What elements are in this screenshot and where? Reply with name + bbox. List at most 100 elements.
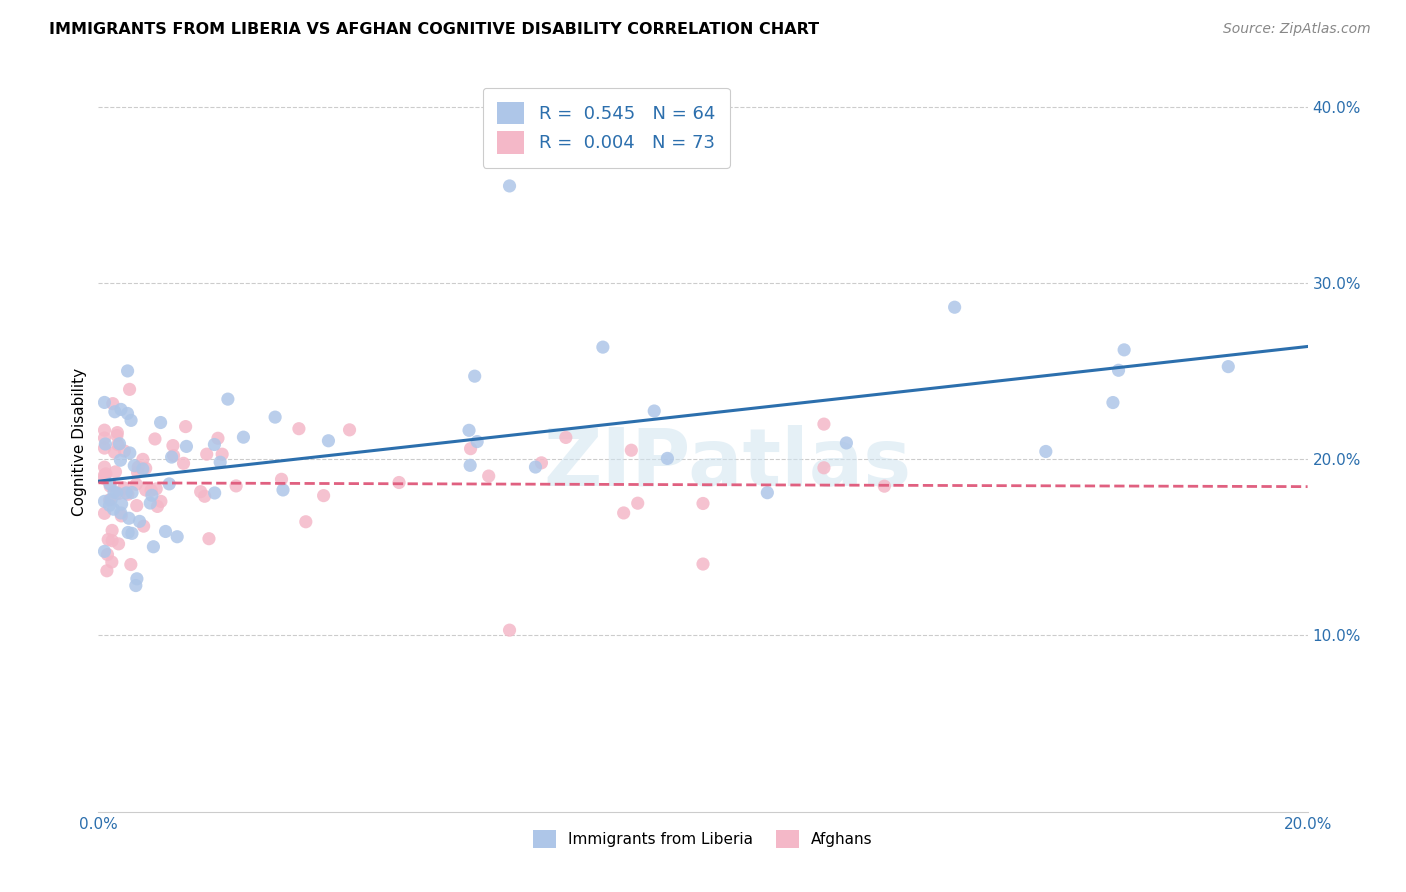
Point <box>110 402 132 417</box>
Point <box>813 460 835 475</box>
Point <box>613 506 636 520</box>
Point <box>173 456 195 470</box>
Point <box>162 439 184 453</box>
Point <box>458 458 481 473</box>
Point <box>460 442 482 456</box>
Point <box>96 564 118 578</box>
Point <box>195 447 218 461</box>
Point <box>104 405 127 419</box>
Point <box>120 413 142 427</box>
Point <box>93 544 115 558</box>
Point <box>117 487 139 501</box>
Point <box>271 483 294 497</box>
Point <box>465 434 488 449</box>
Point <box>104 465 127 479</box>
Point <box>498 623 520 637</box>
Point <box>135 461 157 475</box>
Point <box>211 447 233 461</box>
Point <box>498 178 520 193</box>
Point <box>217 392 239 406</box>
Point <box>166 530 188 544</box>
Point <box>146 500 169 514</box>
Point <box>135 483 157 497</box>
Point <box>142 540 165 554</box>
Point <box>149 416 172 430</box>
Point <box>118 446 141 460</box>
Point <box>103 485 125 500</box>
Point <box>1035 444 1057 458</box>
Point <box>98 477 121 491</box>
Point <box>1108 363 1130 377</box>
Text: ZIPatlas: ZIPatlas <box>543 425 911 503</box>
Point <box>458 423 481 437</box>
Text: Source: ZipAtlas.com: Source: ZipAtlas.com <box>1223 22 1371 37</box>
Point <box>139 483 162 498</box>
Point <box>157 477 180 491</box>
Point <box>312 489 335 503</box>
Point <box>149 494 172 508</box>
Point <box>264 410 287 425</box>
Point <box>318 434 340 448</box>
Point <box>98 479 121 493</box>
Point <box>143 432 166 446</box>
Point <box>194 489 217 503</box>
Point <box>93 423 115 437</box>
Point <box>103 502 125 516</box>
Point <box>93 506 115 520</box>
Point <box>107 437 129 451</box>
Point <box>107 537 129 551</box>
Point <box>756 485 779 500</box>
Point <box>108 486 131 500</box>
Point <box>93 468 115 483</box>
Point <box>524 460 547 475</box>
Point <box>198 532 221 546</box>
Point <box>105 486 128 500</box>
Point <box>117 525 139 540</box>
Point <box>127 460 149 475</box>
Point <box>101 396 124 410</box>
Point <box>270 472 292 486</box>
Point <box>813 417 835 431</box>
Point <box>125 477 148 491</box>
Point <box>835 436 858 450</box>
Point <box>125 578 148 592</box>
Point <box>155 524 177 539</box>
Point <box>93 431 115 445</box>
Point <box>145 482 167 496</box>
Point <box>103 445 125 459</box>
Legend: Immigrants from Liberia, Afghans: Immigrants from Liberia, Afghans <box>526 822 880 856</box>
Point <box>121 485 143 500</box>
Point <box>110 453 132 467</box>
Point <box>98 498 121 512</box>
Point <box>112 481 135 495</box>
Point <box>118 383 141 397</box>
Point <box>94 467 117 481</box>
Point <box>93 395 115 409</box>
Point <box>204 437 226 451</box>
Point <box>132 519 155 533</box>
Point <box>94 437 117 451</box>
Point <box>122 458 145 473</box>
Point <box>125 499 148 513</box>
Point <box>105 425 128 440</box>
Point <box>132 462 155 476</box>
Point <box>132 452 155 467</box>
Point <box>592 340 614 354</box>
Point <box>873 479 896 493</box>
Point <box>692 496 714 510</box>
Point <box>232 430 254 444</box>
Point <box>943 300 966 314</box>
Point <box>97 533 120 547</box>
Point <box>207 431 229 445</box>
Point <box>692 557 714 571</box>
Point <box>620 443 643 458</box>
Point <box>101 555 124 569</box>
Point <box>204 486 226 500</box>
Point <box>125 572 148 586</box>
Point <box>160 450 183 464</box>
Point <box>110 497 132 511</box>
Point <box>100 492 122 507</box>
Point <box>101 533 124 548</box>
Point <box>162 449 184 463</box>
Point <box>93 472 115 486</box>
